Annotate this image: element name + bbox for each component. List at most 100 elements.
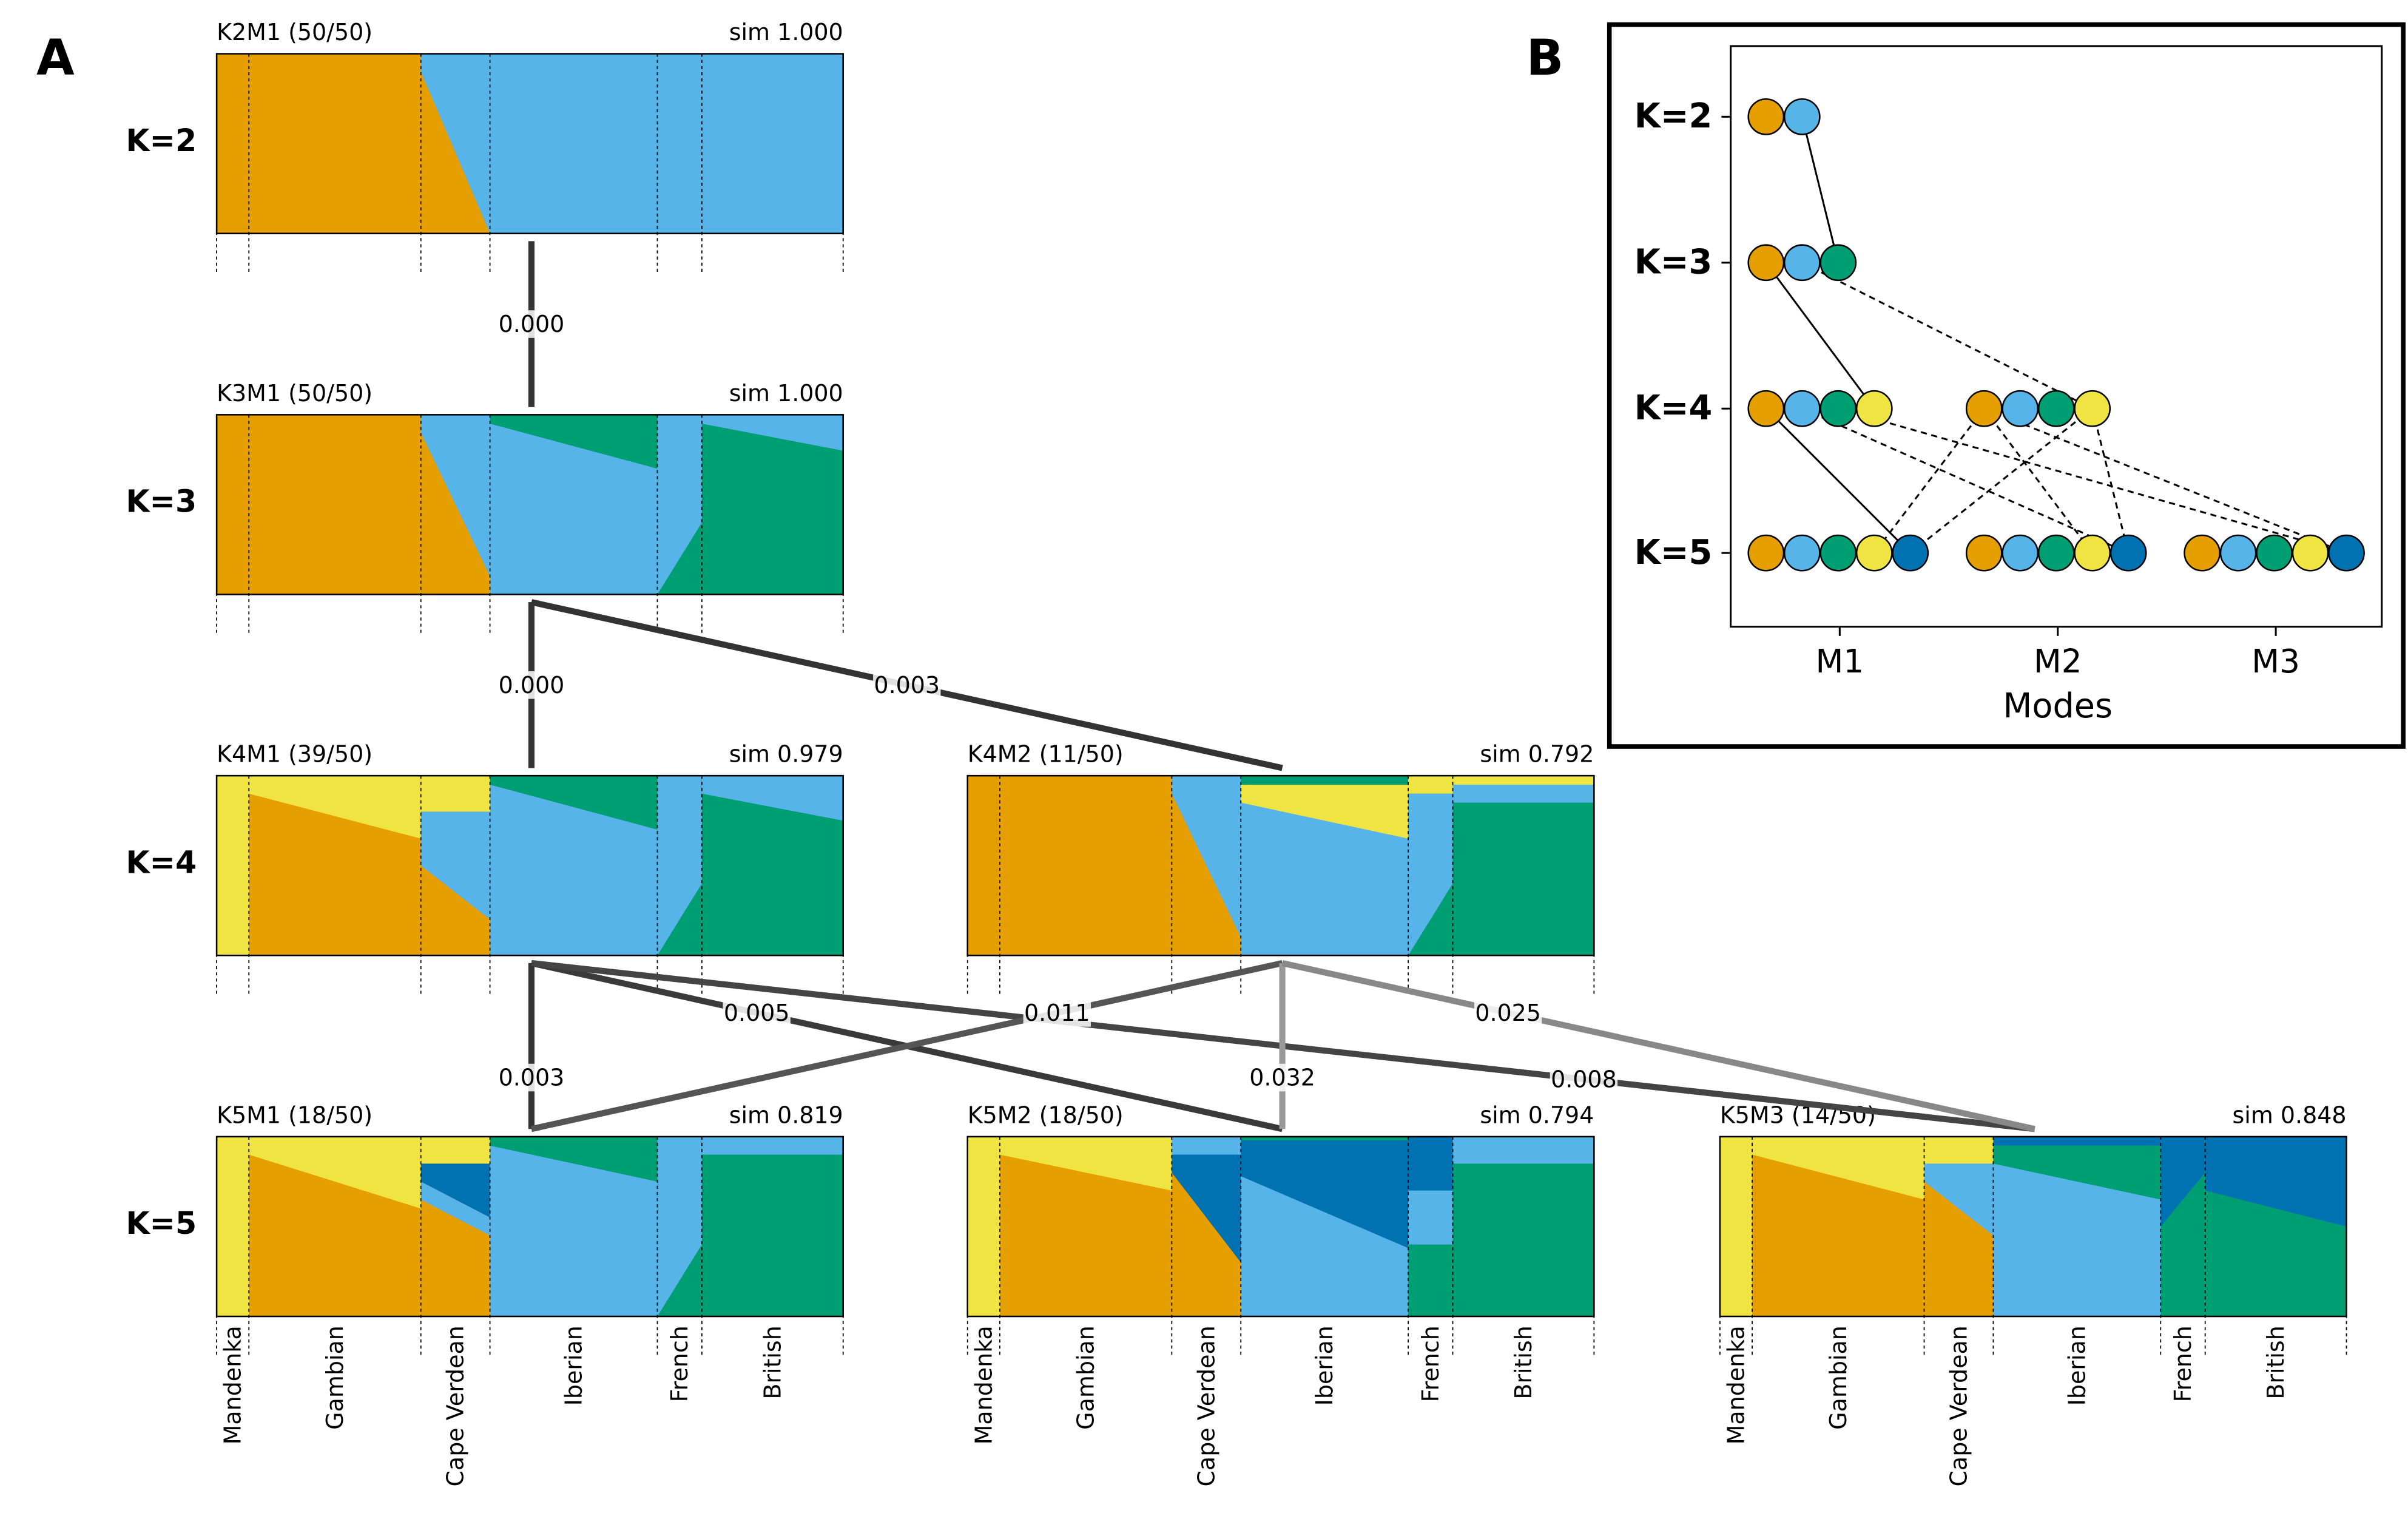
x-tick-label: M1 xyxy=(1815,643,1864,680)
ancestry-block xyxy=(420,811,490,920)
ancestry-block xyxy=(701,1136,843,1155)
cluster-node xyxy=(1783,390,1821,427)
edge-label: 0.005 xyxy=(724,1000,790,1026)
ancestry-block xyxy=(1924,1136,1994,1164)
population-label: Mandenka xyxy=(220,1325,246,1444)
cluster-node xyxy=(1783,534,1821,572)
population-label: British xyxy=(759,1325,786,1399)
x-tick-label: M3 xyxy=(2251,643,2300,680)
population-label: French xyxy=(666,1325,693,1402)
inset-link xyxy=(1765,408,1911,554)
ancestry-block xyxy=(1241,776,1409,785)
edge-label-bg xyxy=(1550,1065,1618,1094)
cluster-node xyxy=(2292,534,2329,572)
structure-bar xyxy=(217,53,843,234)
row-label: K=5 xyxy=(126,1205,197,1241)
bar-frame xyxy=(1719,1136,2347,1318)
panel-label: B xyxy=(1526,30,1564,87)
ancestry-block xyxy=(217,53,249,234)
population-label: Cape Verdean xyxy=(442,1325,469,1486)
inset-link xyxy=(2091,408,2130,553)
inset-link xyxy=(1801,407,2129,554)
cluster-node xyxy=(1783,98,1821,135)
edge-label: 0.000 xyxy=(499,672,565,699)
cluster-node xyxy=(1747,534,1785,572)
cluster-node xyxy=(1783,244,1821,282)
cluster-node xyxy=(2219,534,2257,572)
cluster-node xyxy=(2037,390,2075,427)
ancestry-block xyxy=(249,776,421,839)
population-label: Iberian xyxy=(561,1325,587,1406)
ancestry-block xyxy=(490,415,658,469)
bar-frame xyxy=(215,774,844,956)
row-label: K=2 xyxy=(126,123,197,158)
mode-similarity: sim 0.794 xyxy=(1480,1102,1594,1129)
inset-axes xyxy=(1730,45,2383,628)
ancestry-block xyxy=(249,1136,421,1209)
population-label: Gambian xyxy=(1073,1325,1099,1430)
ancestry-block xyxy=(1452,1136,1594,1164)
population-label: Iberian xyxy=(1311,1325,1338,1406)
ancestry-block xyxy=(657,415,702,595)
cluster-node xyxy=(1819,390,1857,427)
ancestry-block xyxy=(1408,793,1453,956)
inset-link xyxy=(1983,407,2347,554)
ancestry-block xyxy=(1452,776,1594,956)
mode-title: K4M1 (39/50) xyxy=(217,741,373,768)
ancestry-block xyxy=(1241,784,1409,839)
ancestry-block xyxy=(420,1136,490,1164)
ancestry-block xyxy=(420,776,490,812)
ancestry-block xyxy=(249,415,421,595)
cluster-node xyxy=(1892,534,1929,572)
inset-link xyxy=(1838,407,2347,554)
population-label: Gambian xyxy=(322,1325,348,1430)
edge-label-bg xyxy=(497,671,565,699)
mode-title: K5M1 (18/50) xyxy=(217,1102,373,1129)
mode-similarity: sim 1.000 xyxy=(729,380,843,407)
structure-bar xyxy=(217,1136,843,1317)
population-label: British xyxy=(2262,1325,2289,1399)
row-label: K=3 xyxy=(126,484,197,520)
ancestry-block xyxy=(1993,1136,2161,1146)
structure-bar xyxy=(217,776,843,956)
row-label: K=4 xyxy=(126,844,197,880)
bar-frame xyxy=(215,414,844,595)
ancestry-block xyxy=(1452,784,1594,803)
edge-label: 0.003 xyxy=(499,1065,565,1091)
ancestry-block xyxy=(249,53,421,234)
cluster-node xyxy=(1855,390,1893,427)
population-label: Cape Verdean xyxy=(1946,1325,1972,1486)
ancestry-block xyxy=(701,1136,843,1317)
edges xyxy=(528,241,2035,1132)
ancestry-block xyxy=(657,776,702,956)
mode-similarity: sim 0.792 xyxy=(1480,741,1594,768)
ancestry-block xyxy=(2205,1136,2347,1227)
ancestry-block xyxy=(1408,1190,1453,1245)
bar-frame xyxy=(215,53,844,234)
ancestry-block xyxy=(1993,1145,2161,1200)
cluster-node xyxy=(2256,534,2293,572)
mode-title: K5M2 (18/50) xyxy=(968,1102,1124,1129)
cluster-node xyxy=(1747,244,1785,282)
cluster-node xyxy=(2074,390,2111,427)
structure-bar xyxy=(1719,1136,2347,1317)
ancestry-block xyxy=(1241,1136,1409,1140)
mode-similarity: sim 1.000 xyxy=(729,19,843,46)
mode-edge xyxy=(1281,960,2035,1132)
edge-label: 0.032 xyxy=(1249,1065,1315,1091)
ancestry-block xyxy=(967,1136,1000,1317)
structure-bar xyxy=(967,776,1594,956)
cluster-node xyxy=(2037,534,2075,572)
ancestry-block xyxy=(420,1163,490,1218)
edge-label: 0.000 xyxy=(499,311,565,337)
ancestry-block xyxy=(701,415,843,451)
population-label: Iberian xyxy=(2063,1325,2090,1406)
inset-link xyxy=(1801,262,2093,410)
ancestry-block xyxy=(701,776,843,821)
edge-label-bg xyxy=(1248,1063,1317,1092)
population-label: Cape Verdean xyxy=(1193,1325,1219,1486)
inset-frame xyxy=(1607,22,2406,749)
inset-link xyxy=(1765,262,1875,410)
ancestry-block xyxy=(1719,1136,1753,1317)
